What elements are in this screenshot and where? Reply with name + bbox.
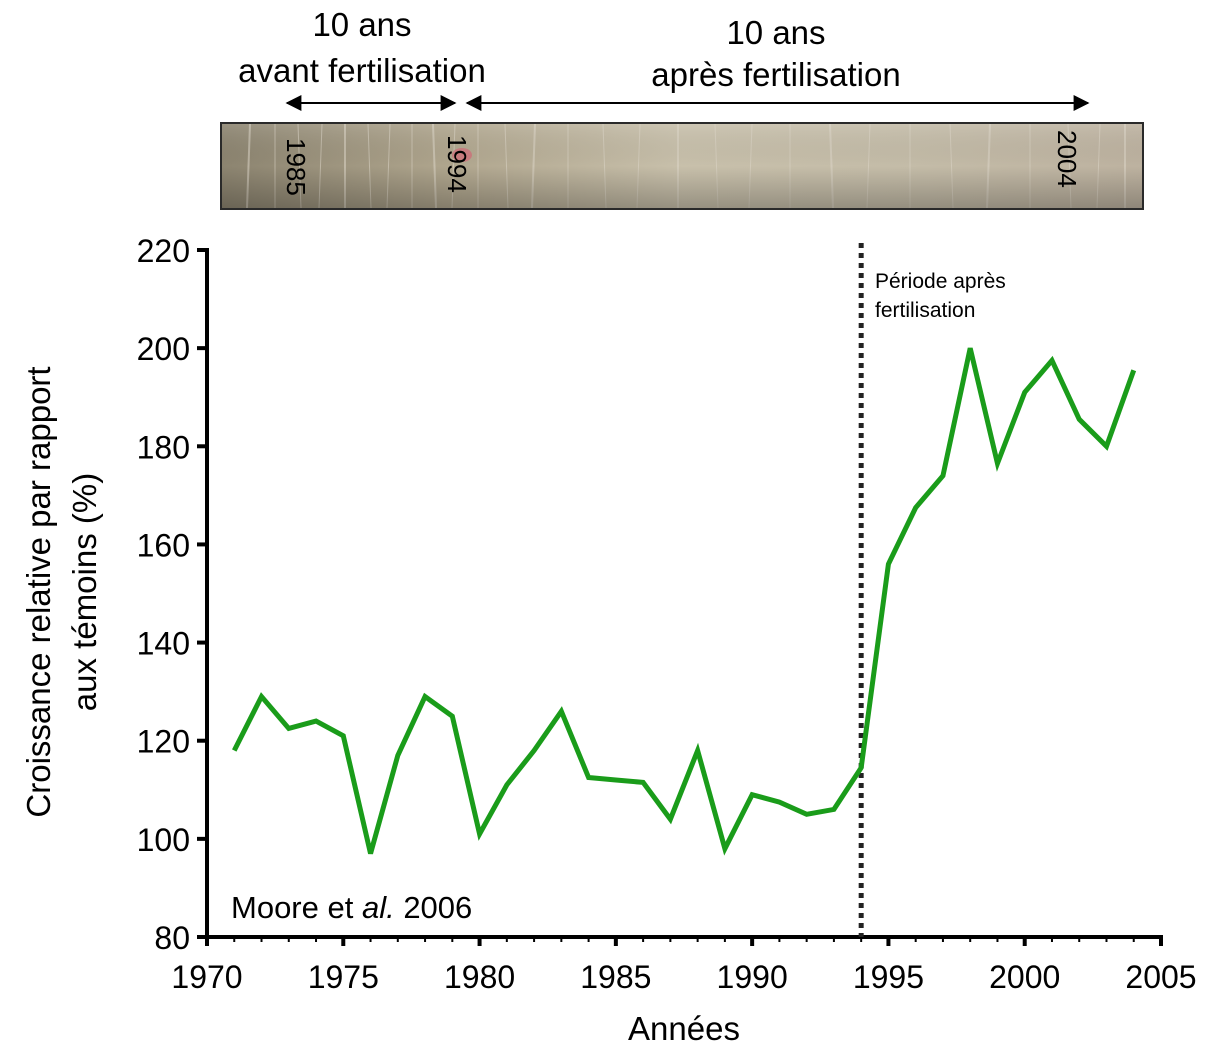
axes: 80 100 120 140 160 180 200 220 1970 1975 1980 1985…	[137, 233, 1197, 995]
y-axis-label: Croissance relative par rapport aux témo…	[20, 366, 103, 817]
period-label-line1: Période après	[875, 270, 1006, 293]
x-tick-label: 2005	[1125, 959, 1196, 995]
tree-core-image: 1985 1994 2004	[220, 122, 1144, 210]
y-tick-label: 100	[137, 822, 190, 858]
x-tick-label: 1980	[444, 959, 515, 995]
y-tick-label: 180	[137, 429, 190, 465]
y-tick-label: 80	[154, 920, 190, 956]
y-axis-label-line1: Croissance relative par rapport	[20, 366, 57, 817]
after-label-line2: après fertilisation	[651, 56, 900, 93]
core-border	[220, 122, 1144, 210]
x-axis-ticks: 1970 1975 1980 1985 1990 1995 2000 2005	[171, 937, 1197, 995]
after-label-line1: 10 ans	[726, 14, 825, 51]
core-label-1985: 1985	[281, 138, 311, 196]
core-label-2004: 2004	[1052, 130, 1082, 188]
x-tick-label: 1995	[853, 959, 924, 995]
y-tick-label: 160	[137, 527, 190, 563]
before-label-line2: avant fertilisation	[238, 52, 486, 89]
citation: Moore et al. 2006	[231, 890, 472, 925]
citation-prefix: Moore et	[231, 890, 362, 925]
x-tick-label: 2000	[989, 959, 1060, 995]
core-label-1994: 1994	[442, 135, 472, 193]
y-tick-label: 200	[137, 331, 190, 367]
y-axis-ticks: 80 100 120 140 160 180 200 220	[137, 233, 207, 956]
growth-line	[232, 347, 1137, 856]
x-tick-label: 1990	[717, 959, 788, 995]
x-axis-label: Années	[628, 1010, 740, 1047]
y-tick-label: 220	[137, 233, 190, 269]
period-label-line2: fertilisation	[875, 299, 975, 322]
x-tick-label: 1975	[308, 959, 379, 995]
citation-suffix: 2006	[395, 890, 473, 925]
before-label-line1: 10 ans	[312, 6, 411, 43]
header-annotations: 10 ans avant fertilisation 10 ans après …	[238, 6, 1090, 111]
x-tick-label: 1985	[580, 959, 651, 995]
citation-italic: al.	[362, 890, 395, 925]
y-tick-label: 140	[137, 626, 190, 662]
y-tick-label: 120	[137, 724, 190, 760]
x-tick-label: 1970	[171, 959, 242, 995]
y-axis-label-line2: aux témoins (%)	[66, 473, 103, 711]
growth-series	[232, 347, 1137, 856]
core-shading	[221, 123, 1143, 209]
